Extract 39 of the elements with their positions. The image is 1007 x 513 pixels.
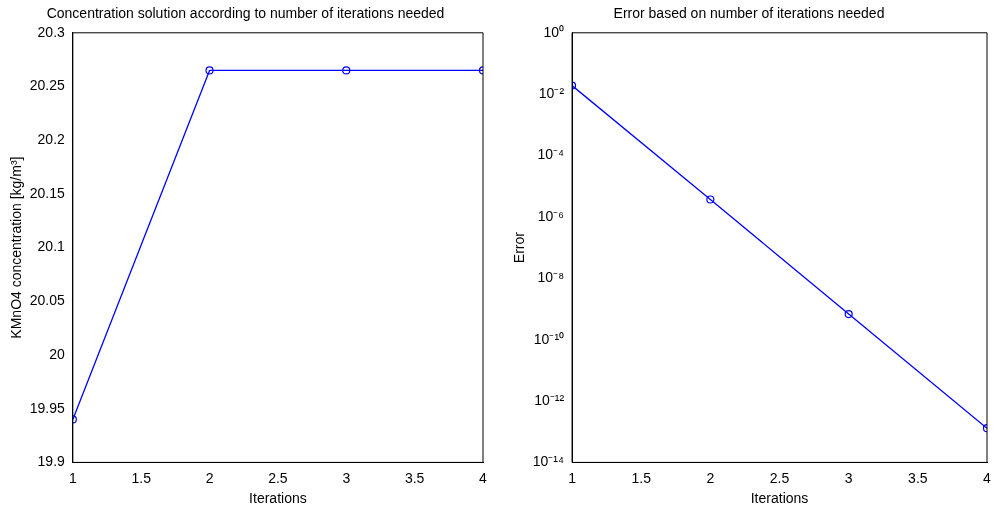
x-tick-label: 4: [983, 469, 992, 486]
point: [844, 310, 853, 319]
y-axis-title: KMnO4 concentration [kg/m³]: [8, 156, 25, 339]
point: [706, 195, 715, 204]
x-axis-title: Iterations: [750, 490, 809, 507]
x-tick-label: 3: [342, 469, 351, 486]
x-tick-label: 4: [479, 469, 488, 486]
x-axis-title: Iterations: [249, 490, 307, 507]
x-tick-label: 1.5: [631, 469, 652, 486]
x-tick-label: 1: [68, 469, 77, 486]
x-tick-label: 2.5: [769, 469, 790, 486]
y-tick-label: 10⁻¹⁰: [533, 330, 565, 347]
y-tick-label: 10⁻⁸: [537, 269, 565, 286]
y-tick-label: 20.05: [29, 292, 66, 309]
y-tick-label: 20.25: [29, 77, 66, 94]
x-tick-label: 2: [706, 469, 715, 486]
x-tick-label: 1.5: [131, 469, 152, 486]
y-tick-label: 19.9: [37, 453, 66, 470]
y-tick-label: 20.2: [37, 131, 66, 148]
chart-title: Concentration solution according to number of iterations needed: [46, 5, 445, 22]
y-tick-label: 10⁻¹²: [534, 391, 565, 408]
x-tick-label: 3: [844, 469, 853, 486]
y-tick-label: 20.1: [37, 238, 66, 255]
y-tick-label: 10⁻²: [538, 85, 565, 102]
x-tick-label: 3.5: [908, 469, 928, 486]
y-tick-label: 20: [49, 345, 66, 362]
y-axis-title: Error: [511, 231, 528, 264]
y-tick-label: 20.3: [37, 23, 66, 40]
x-tick-label: 1: [568, 469, 577, 486]
y-tick-label: 10⁰: [543, 23, 565, 40]
y-tick-label: 20.15: [29, 184, 66, 201]
y-tick-label: 10⁻¹⁴: [532, 453, 565, 470]
x-tick-label: 3.5: [404, 469, 425, 486]
y-tick-label: 10⁻⁶: [537, 207, 565, 224]
x-tick-label: 2: [205, 469, 214, 486]
chart-title: Error based on number of iterations needed: [613, 5, 885, 22]
y-tick-label: 19.95: [29, 399, 66, 416]
y-tick-label: 10⁻⁴: [537, 146, 565, 163]
x-tick-label: 2.5: [268, 469, 288, 486]
